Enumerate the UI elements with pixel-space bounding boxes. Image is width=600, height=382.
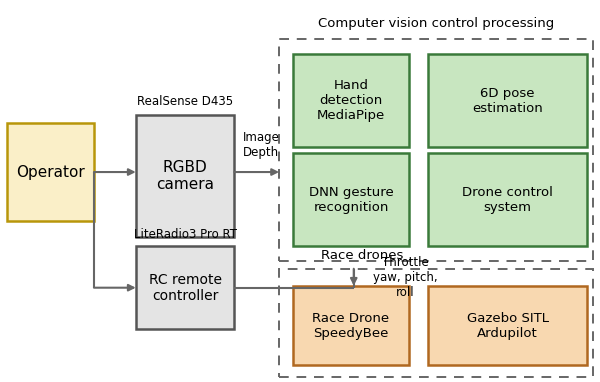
Bar	[7, 123, 94, 221]
Text: Throttle
yaw, pitch,
roll: Throttle yaw, pitch, roll	[373, 256, 437, 299]
Text: Race Drone
SpeedyBee: Race Drone SpeedyBee	[313, 312, 389, 340]
Bar	[428, 55, 587, 147]
Bar	[293, 286, 409, 366]
Bar	[293, 153, 409, 246]
Bar	[428, 286, 587, 366]
Text: DNN gesture
recognition: DNN gesture recognition	[308, 186, 394, 214]
Bar	[136, 246, 235, 329]
Text: Operator: Operator	[16, 165, 85, 180]
Text: Gazebo SITL
Ardupilot: Gazebo SITL Ardupilot	[467, 312, 548, 340]
Text: LiteRadio3 Pro RT: LiteRadio3 Pro RT	[134, 228, 237, 241]
Text: Race drones: Race drones	[321, 249, 403, 262]
Text: 6D pose
estimation: 6D pose estimation	[472, 87, 543, 115]
Text: Drone control
system: Drone control system	[462, 186, 553, 214]
Text: Hand
detection
MediaPipe: Hand detection MediaPipe	[317, 79, 385, 123]
Text: Image
Depth: Image Depth	[242, 131, 280, 160]
Text: RealSense D435: RealSense D435	[137, 95, 233, 108]
Bar	[136, 115, 235, 236]
Bar	[293, 55, 409, 147]
Bar	[279, 39, 593, 261]
Bar	[279, 269, 593, 377]
Text: RC remote
controller: RC remote controller	[149, 273, 221, 303]
Text: RGBD
camera: RGBD camera	[156, 160, 214, 192]
Text: Computer vision control processing: Computer vision control processing	[318, 17, 554, 30]
Bar	[428, 153, 587, 246]
